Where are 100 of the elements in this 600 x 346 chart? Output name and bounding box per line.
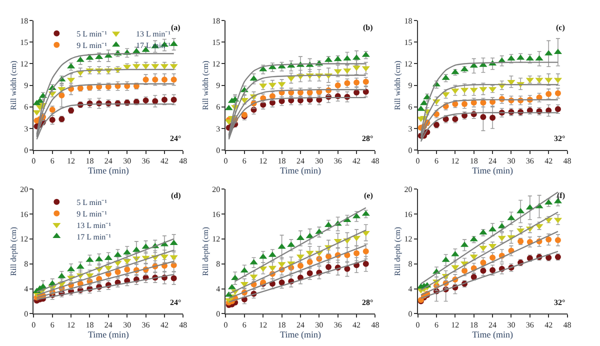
x-tick-label: 42 — [352, 156, 361, 166]
x-tick-label: 0 — [224, 320, 228, 330]
x-tick-label: 42 — [160, 156, 168, 166]
x-tick-label: 18 — [278, 320, 286, 330]
y-tick-label: 0 — [216, 146, 220, 155]
x-tick-label: 48 — [371, 320, 380, 330]
x-tick-label: 6 — [50, 320, 54, 330]
x-tick-label: 24 — [488, 320, 497, 330]
x-tick-label: 24 — [104, 156, 112, 166]
y-tick-label: 0 — [24, 146, 28, 155]
y-tick-label: 15 — [404, 38, 412, 47]
x-tick-label: 6 — [242, 320, 246, 330]
y-tick-label: 0 — [24, 310, 28, 319]
y-axis-title: Rill width (cm) — [392, 60, 402, 110]
y-tick-label: 3 — [24, 124, 28, 134]
x-axis-title: Time (min) — [280, 329, 321, 340]
y-tick-label: 4 — [408, 284, 412, 294]
x-tick-label: 30 — [123, 156, 132, 166]
annotation: (b) — [363, 23, 374, 32]
x-tick-label: 12 — [451, 320, 460, 330]
x-tick-label: 6 — [50, 156, 54, 166]
x-tick-label: 18 — [86, 156, 94, 166]
x-tick-label: 12 — [67, 156, 76, 166]
x-tick-label: 12 — [259, 156, 268, 166]
y-tick-label: 15 — [212, 38, 220, 47]
y-tick-label: 0 — [216, 310, 220, 319]
x-tick-label: 0 — [416, 320, 420, 330]
annotation: 24° — [170, 298, 182, 307]
legend-label: 9 L min⁻¹ — [76, 209, 108, 218]
legend-label: 5 L min⁻¹ — [76, 198, 108, 207]
x-axis-title: Time (min) — [472, 329, 514, 340]
x-axis-title: Time (min) — [88, 166, 129, 176]
x-tick-label: 30 — [315, 156, 324, 166]
x-tick-label: 42 — [544, 156, 553, 166]
x-tick-label: 0 — [416, 156, 420, 166]
legend-label: 13 L min⁻¹ — [136, 29, 172, 38]
x-tick-label: 0 — [32, 156, 36, 166]
legend-label: 17 L min⁻¹ — [76, 232, 112, 242]
annotation: (f) — [557, 191, 566, 200]
x-tick-label: 12 — [67, 320, 76, 330]
x-tick-label: 12 — [451, 156, 460, 166]
y-tick-label: 9 — [216, 81, 220, 90]
y-tick-label: 6 — [216, 102, 220, 112]
y-tick-label: 0 — [408, 146, 412, 155]
y-tick-label: 6 — [408, 102, 412, 112]
x-tick-label: 36 — [334, 156, 342, 166]
y-tick-label: 9 — [24, 81, 28, 90]
x-tick-label: 0 — [224, 156, 228, 166]
x-tick-label: 42 — [160, 320, 168, 330]
y-tick-label: 16 — [404, 210, 412, 219]
y-tick-label: 18 — [404, 16, 412, 26]
x-tick-label: 36 — [142, 320, 150, 330]
y-axis-title: Rill width (cm) — [8, 60, 18, 110]
y-tick-label: 12 — [404, 60, 412, 69]
y-axis-title: Rill depth (cm) — [8, 226, 18, 276]
x-tick-label: 18 — [278, 156, 286, 166]
x-tick-label: 18 — [470, 156, 478, 166]
y-axis-title: Rill depth (cm) — [200, 226, 210, 276]
legend-label: 9 L min⁻¹ — [76, 40, 108, 50]
y-tick-label: 3 — [408, 124, 412, 134]
x-tick-label: 30 — [123, 320, 132, 330]
x-tick-label: 6 — [242, 156, 246, 166]
y-tick-label: 20 — [404, 184, 412, 194]
x-tick-label: 0 — [32, 320, 36, 330]
x-tick-label: 24 — [104, 320, 112, 330]
annotation: (e) — [364, 191, 374, 200]
y-tick-label: 12 — [20, 234, 28, 244]
y-tick-label: 16 — [212, 210, 220, 219]
x-tick-label: 42 — [352, 320, 361, 330]
x-tick-label: 24 — [488, 156, 497, 166]
y-tick-label: 8 — [408, 260, 412, 269]
x-axis-title: Time (min) — [280, 166, 321, 176]
y-tick-label: 4 — [24, 284, 28, 294]
x-tick-label: 18 — [86, 320, 94, 330]
y-tick-label: 20 — [212, 184, 220, 194]
x-tick-label: 6 — [434, 156, 438, 166]
x-tick-label: 48 — [179, 156, 188, 166]
y-axis-title: Rill depth (cm) — [392, 226, 402, 276]
x-axis-title: Time (min) — [88, 329, 129, 340]
x-tick-label: 30 — [507, 156, 516, 166]
x-tick-label: 30 — [315, 320, 324, 330]
legend-label: 17 L min⁻¹ — [136, 40, 172, 50]
annotation: (c) — [556, 23, 566, 32]
annotation: 28° — [362, 298, 374, 307]
annotation: 24° — [170, 134, 182, 143]
y-tick-label: 12 — [404, 234, 412, 244]
annotation: 32° — [554, 134, 566, 143]
x-tick-label: 36 — [526, 320, 534, 330]
y-tick-label: 16 — [20, 210, 28, 219]
y-tick-label: 12 — [20, 60, 28, 69]
y-axis-title: Rill width (cm) — [200, 60, 210, 110]
y-tick-label: 6 — [24, 102, 28, 112]
x-tick-label: 36 — [334, 320, 342, 330]
x-tick-label: 48 — [371, 156, 380, 166]
annotation: (d) — [171, 191, 182, 200]
x-tick-label: 36 — [526, 156, 534, 166]
x-tick-label: 30 — [507, 320, 516, 330]
y-tick-label: 18 — [212, 16, 220, 26]
y-tick-label: 12 — [212, 60, 220, 69]
y-tick-label: 12 — [212, 234, 220, 244]
